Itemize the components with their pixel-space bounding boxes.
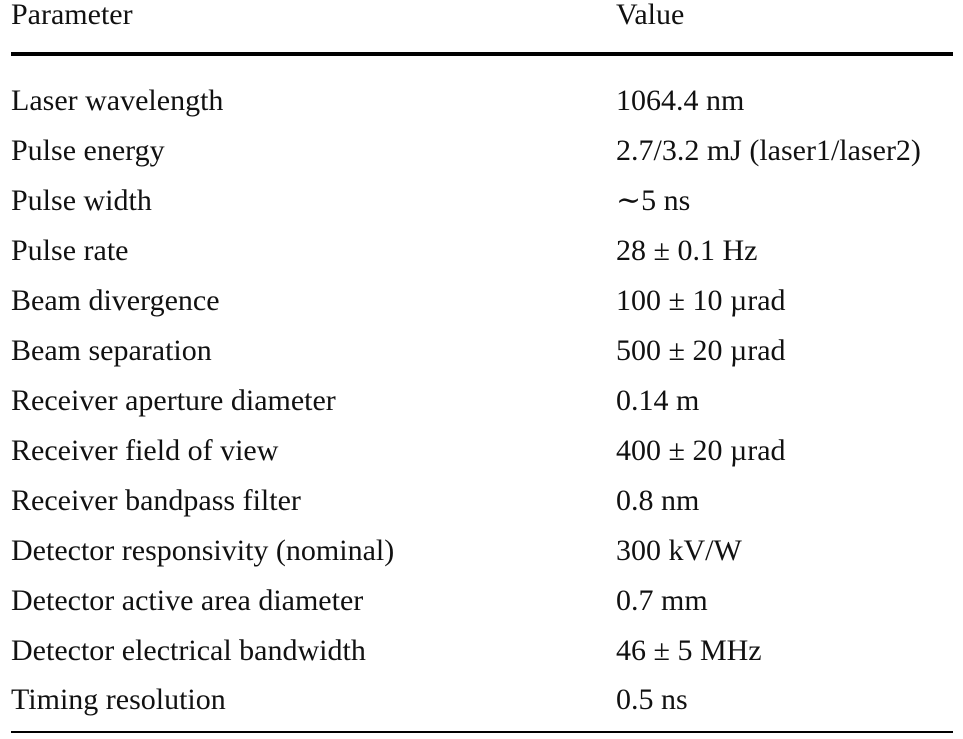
row-parameter: Receiver field of view [11,434,279,467]
header-parameter: Parameter [11,0,133,31]
row-value: 300 kV/W [616,534,742,567]
row-parameter: Receiver aperture diameter [11,384,336,417]
row-value: 0.5 ns [616,683,688,716]
row-value: 0.14 m [616,384,700,417]
row-value: 0.7 mm [616,584,708,617]
row-parameter: Beam divergence [11,284,220,317]
bottom-rule [11,731,953,733]
row-parameter: Pulse width [11,184,152,217]
row-parameter: Timing resolution [11,683,226,716]
row-parameter: Beam separation [11,334,212,367]
row-value: ∼5 ns [616,184,691,217]
row-value: 0.8 nm [616,484,700,517]
row-value: 100 ± 10 µrad [616,284,786,317]
row-value: 500 ± 20 µrad [616,334,786,367]
row-parameter: Detector responsivity (nominal) [11,534,395,567]
row-value: 46 ± 5 MHz [616,634,762,667]
row-value: 28 ± 0.1 Hz [616,234,758,267]
row-value: 2.7/3.2 mJ (laser1/laser2) [616,134,921,167]
header-rule [11,52,953,56]
row-parameter: Pulse energy [11,134,165,167]
row-value: 1064.4 nm [616,84,745,117]
row-parameter: Detector electrical bandwidth [11,634,366,667]
row-parameter: Laser wavelength [11,84,224,117]
row-parameter: Pulse rate [11,234,129,267]
header-value: Value [616,0,685,31]
row-value: 400 ± 20 µrad [616,434,786,467]
row-parameter: Receiver bandpass filter [11,484,301,517]
row-parameter: Detector active area diameter [11,584,364,617]
